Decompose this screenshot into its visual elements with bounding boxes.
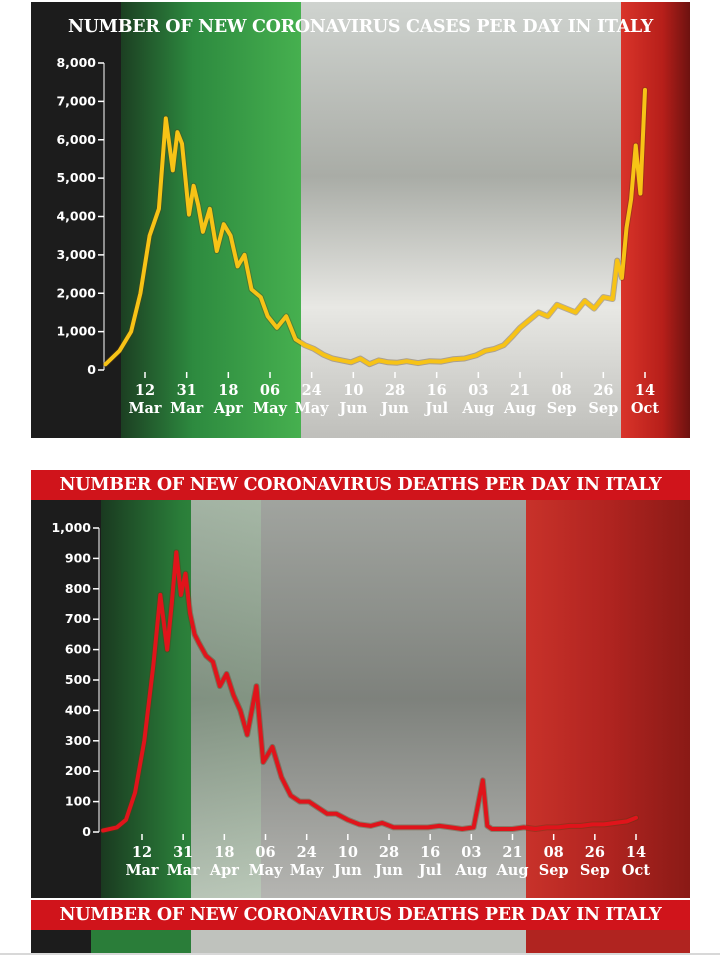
deaths-x-tick-day: 28: [379, 844, 399, 861]
repeat-chart-title: NUMBER OF NEW CORONAVIRUS DEATHS PER DAY…: [31, 900, 690, 930]
deaths-x-tick-month: Sep: [539, 862, 569, 879]
cases-x-tick-month: Jun: [337, 400, 367, 417]
deaths-y-tick-label: 400: [65, 702, 91, 717]
deaths-x-tick-month: Jul: [417, 862, 442, 879]
cases-x-tick-day: 12: [135, 382, 155, 399]
cases-x-tick-month: Aug: [503, 400, 536, 417]
cases-x-tick-day: 24: [302, 382, 322, 399]
cases-x-tick-day: 26: [593, 382, 613, 399]
deaths-x-tick-month: Mar: [167, 862, 200, 879]
cases-x-tick-month: May: [295, 400, 329, 417]
cases-x-tick-day: 08: [552, 382, 572, 399]
cases-x-tick-day: 10: [343, 382, 363, 399]
deaths-y-tick-label: 900: [65, 550, 91, 565]
deaths-x-tick-day: 24: [297, 844, 317, 861]
repeat-chart-panel: NUMBER OF NEW CORONAVIRUS DEATHS PER DAY…: [31, 900, 690, 953]
deaths-x-tick-month: Jun: [373, 862, 403, 879]
cases-x-tick-month: Mar: [170, 400, 203, 417]
deaths-x-tick-day: 03: [461, 844, 481, 861]
deaths-y-tick-label: 800: [65, 581, 91, 596]
deaths-x-tick-day: 18: [214, 844, 234, 861]
deaths-series-line: [101, 550, 638, 833]
deaths-x-tick-month: May: [249, 862, 283, 879]
cases-series-line: [103, 87, 647, 367]
deaths-y-tick-label: 700: [65, 611, 91, 626]
deaths-x-tick-day: 21: [502, 844, 522, 861]
deaths-y-tick-label: 500: [65, 672, 91, 687]
cases-y-tick-label: 5,000: [56, 170, 96, 185]
deaths-y-tick-label: 600: [65, 642, 91, 657]
deaths-x-tick-month: Mar: [125, 862, 158, 879]
deaths-x-tick-day: 08: [544, 844, 564, 861]
deaths-x-tick-day: 10: [338, 844, 358, 861]
cases-x-tick-day: 03: [468, 382, 488, 399]
deaths-x-tick-month: Sep: [580, 862, 610, 879]
deaths-x-tick-day: 14: [626, 844, 646, 861]
cases-chart-panel: NUMBER OF NEW CORONAVIRUS CASES PER DAY …: [31, 2, 690, 438]
deaths-chart-title: NUMBER OF NEW CORONAVIRUS DEATHS PER DAY…: [31, 470, 690, 500]
cases-chart-title: NUMBER OF NEW CORONAVIRUS CASES PER DAY …: [68, 17, 653, 37]
deaths-x-tick-day: 06: [255, 844, 275, 861]
deaths-y-tick-label: 0: [82, 824, 91, 839]
deaths-x-tick-day: 26: [585, 844, 605, 861]
cases-x-tick-month: Jun: [379, 400, 409, 417]
cases-series-line-shadow: [102, 86, 648, 368]
deaths-x-tick-month: Jun: [332, 862, 362, 879]
cases-x-tick-day: 14: [635, 382, 655, 399]
deaths-x-tick-month: Apr: [209, 862, 239, 879]
cases-x-tick-month: Sep: [547, 400, 577, 417]
cases-y-tick-label: 1,000: [56, 324, 96, 339]
cases-x-tick-day: 31: [177, 382, 197, 399]
deaths-x-tick-month: May: [290, 862, 324, 879]
cases-x-tick-month: Apr: [213, 400, 243, 417]
cases-y-tick-label: 3,000: [56, 247, 96, 262]
italian-flag-background: [31, 930, 690, 953]
italian-flag-background: [31, 500, 690, 898]
cases-x-tick-day: 16: [427, 382, 447, 399]
cases-x-tick-month: Jul: [423, 400, 448, 417]
cases-x-tick-month: May: [253, 400, 287, 417]
italian-flag-background: [31, 2, 690, 438]
deaths-x-tick-month: Aug: [454, 862, 487, 879]
page-divider: [0, 953, 720, 955]
cases-x-tick-day: 21: [510, 382, 530, 399]
cases-line-chart: 8,000 7,000 6,000 5,000 4,000 3,000 2,000 1,000…: [56, 55, 659, 417]
deaths-x-tick-day: 12: [132, 844, 152, 861]
cases-y-tick-label: 6,000: [56, 132, 96, 147]
cases-y-tick-label: 8,000: [56, 55, 96, 70]
deaths-chart-panel: NUMBER OF NEW CORONAVIRUS DEATHS PER DAY…: [31, 470, 690, 898]
cases-x-tick-month: Oct: [631, 400, 659, 417]
deaths-x-tick-day: 31: [173, 844, 193, 861]
deaths-y-tick-label: 300: [65, 733, 91, 748]
deaths-y-tick-label: 100: [65, 794, 91, 809]
deaths-y-tick-label: 200: [65, 763, 91, 778]
deaths-y-tick-label: 1,000: [51, 520, 91, 535]
cases-y-tick-label: 0: [87, 362, 96, 377]
deaths-x-tick-month: Aug: [496, 862, 529, 879]
cases-x-tick-month: Mar: [128, 400, 161, 417]
cases-y-tick-label: 2,000: [56, 285, 96, 300]
cases-x-tick-day: 06: [260, 382, 280, 399]
deaths-x-tick-day: 16: [420, 844, 440, 861]
cases-x-tick-day: 28: [385, 382, 405, 399]
deaths-line-chart: 1,000900800700600500400300200100012Mar31…: [51, 520, 650, 879]
cases-x-tick-day: 18: [218, 382, 238, 399]
cases-x-tick-month: Aug: [461, 400, 494, 417]
cases-y-tick-label: 7,000: [56, 93, 96, 108]
cases-x-tick-month: Sep: [588, 400, 618, 417]
deaths-x-tick-month: Oct: [622, 862, 650, 879]
cases-y-tick-label: 4,000: [56, 209, 96, 224]
